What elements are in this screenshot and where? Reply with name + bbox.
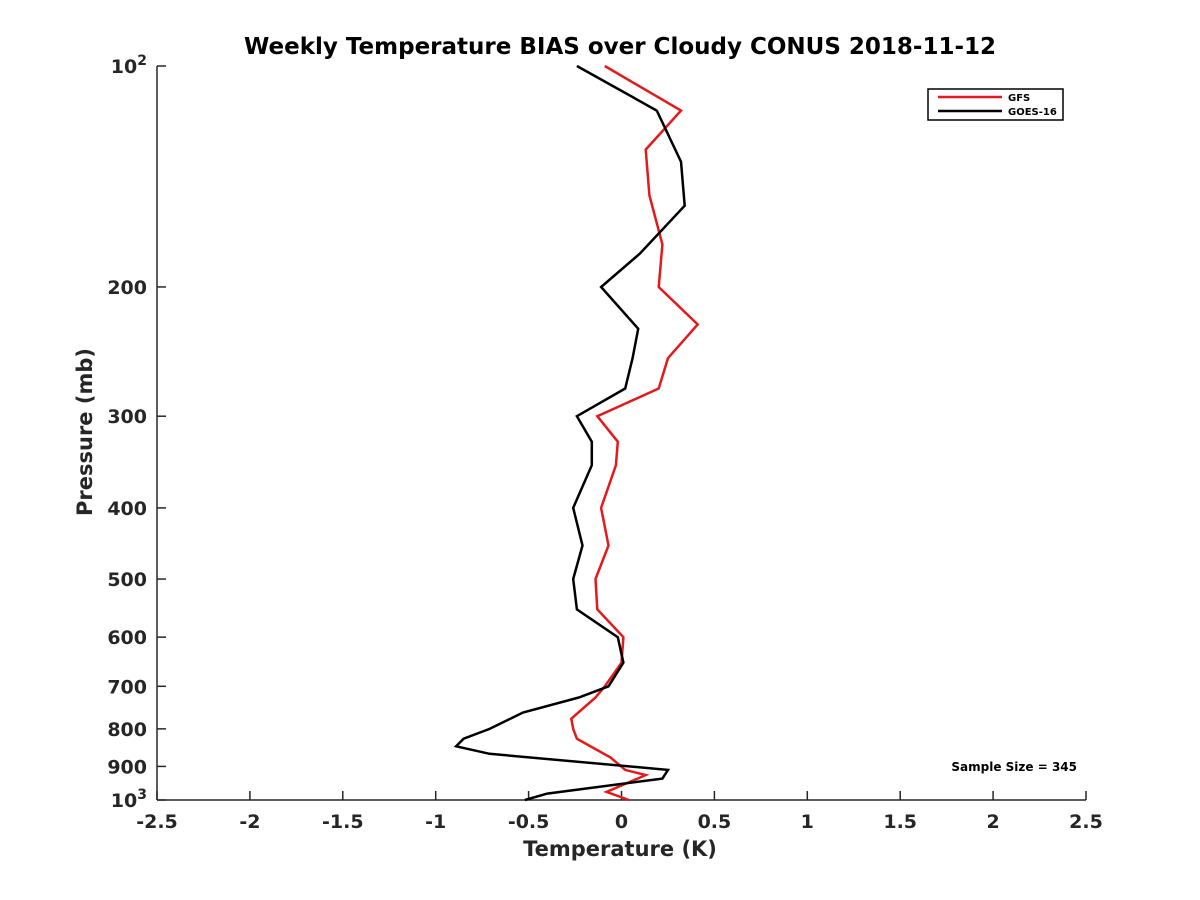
x-tick-label: 2 <box>986 811 999 833</box>
y-tick-label: 400 <box>107 498 147 520</box>
x-tick-label: 0 <box>615 811 628 833</box>
x-tick-label: -2.5 <box>136 811 178 833</box>
y-tick-label: 800 <box>107 719 147 741</box>
series-line-gfs <box>569 64 700 802</box>
x-tick-label: -2 <box>239 811 260 833</box>
x-tick-label: 1.5 <box>883 811 917 833</box>
x-tick-label: 2.5 <box>1069 811 1103 833</box>
y-tick-label: 500 <box>107 569 147 591</box>
y-axis-label: Pressure (mb) <box>73 348 97 516</box>
chart-title: Weekly Temperature BIAS over Cloudy CONU… <box>244 34 996 60</box>
x-tick-label: 0.5 <box>698 811 732 833</box>
x-tick-label: -1 <box>425 811 446 833</box>
y-tick-label: 200 <box>107 277 147 299</box>
y-tick-label: 700 <box>107 676 147 698</box>
legend: GFS GOES-16 <box>927 88 1064 121</box>
series-layer <box>453 64 700 802</box>
x-tick-label: -1.5 <box>322 811 364 833</box>
sample-size-annotation: Sample Size = 345 <box>951 760 1077 774</box>
legend-label-goes-16: GOES-16 <box>1008 107 1057 118</box>
x-tick-label: -0.5 <box>508 811 550 833</box>
legend-label-gfs: GFS <box>1008 93 1030 104</box>
y-tick-label: 600 <box>107 627 147 649</box>
series-line-goes-16 <box>453 64 686 802</box>
x-axis-label: Temperature (K) <box>523 837 717 861</box>
legend-box <box>927 88 1064 121</box>
y-tick-label: 102 <box>111 53 147 78</box>
x-tick-label: 1 <box>801 811 814 833</box>
y-tick-label: 900 <box>107 756 147 778</box>
y-axis-ticks: 102 200 300 400 500 600 700 800 900 103 <box>107 53 166 812</box>
y-tick-label: 300 <box>107 406 147 428</box>
x-axis-ticks: -2.5 -2 -1.5 -1 -0.5 0 0.5 1 1.5 2 2.5 <box>136 791 1103 833</box>
y-tick-label: 103 <box>111 787 147 812</box>
